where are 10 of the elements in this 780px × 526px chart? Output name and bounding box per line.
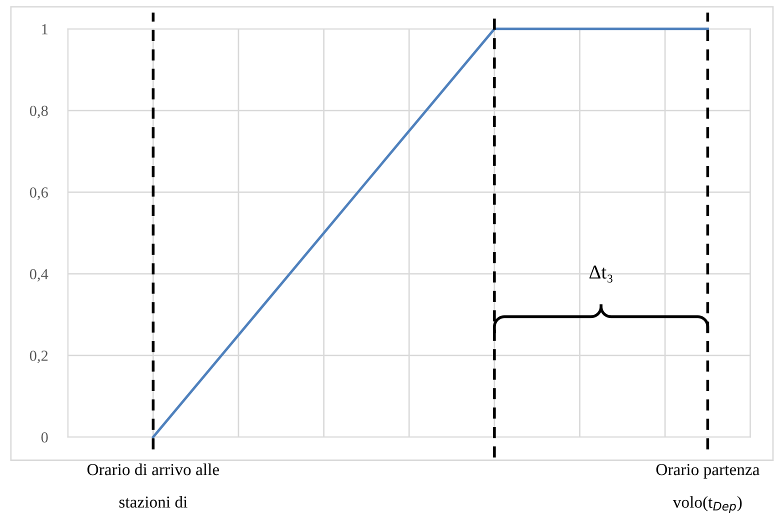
y-tick-label: 0,6	[30, 187, 48, 200]
text: Orario di arrivo alle stazioni di	[87, 463, 219, 508]
annotation: Δt₃	[589, 266, 612, 283]
line-series	[152, 28, 709, 438]
y-tick-label: 0,8	[30, 106, 48, 118]
y-tick-label: 1	[42, 24, 48, 34]
y-tick-label: 0,2	[30, 350, 48, 364]
y-tick-label: 0	[41, 432, 48, 443]
y-tick-label: 0,4	[30, 268, 48, 282]
text: Orario partenza volo(t$_{Dep}$)	[656, 464, 760, 513]
